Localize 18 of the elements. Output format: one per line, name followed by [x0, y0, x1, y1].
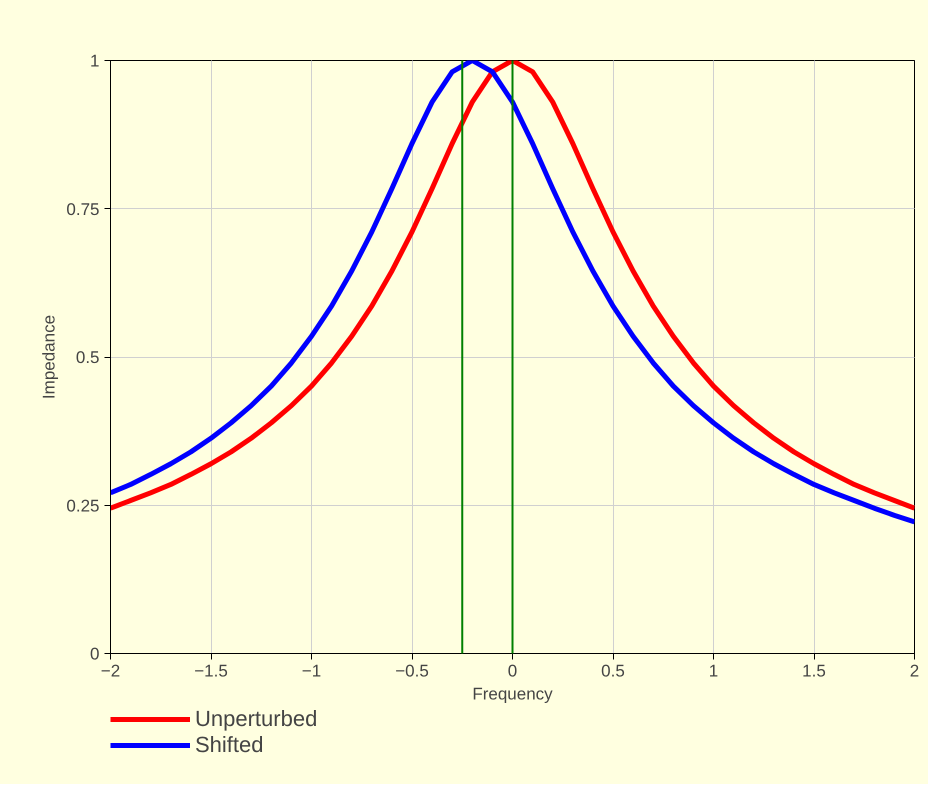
x-tick-label: −1.5: [194, 662, 228, 680]
x-axis-title: Frequency: [472, 684, 554, 704]
legend-label: Unperturbed: [195, 706, 318, 732]
legend-label: Shifted: [195, 732, 264, 758]
y-axis-title: Impedance: [39, 314, 58, 400]
x-tick-label: 0: [508, 662, 518, 680]
y-tick-label: 1: [90, 52, 100, 70]
x-tick-label: −0.5: [395, 662, 429, 680]
y-tick-label: 0: [90, 644, 100, 664]
x-tick-label: 1: [708, 662, 718, 680]
x-tick-label: −2: [100, 662, 120, 680]
x-tick-label: 1.5: [802, 662, 826, 680]
x-tick-label: −1: [302, 662, 322, 680]
y-tick-label: 0.25: [66, 496, 100, 516]
y-tick-label: 0.75: [66, 200, 100, 219]
x-tick-label: 2: [910, 662, 920, 680]
y-tick-label: 0.5: [76, 348, 100, 367]
x-tick-label: 0.5: [601, 662, 625, 680]
